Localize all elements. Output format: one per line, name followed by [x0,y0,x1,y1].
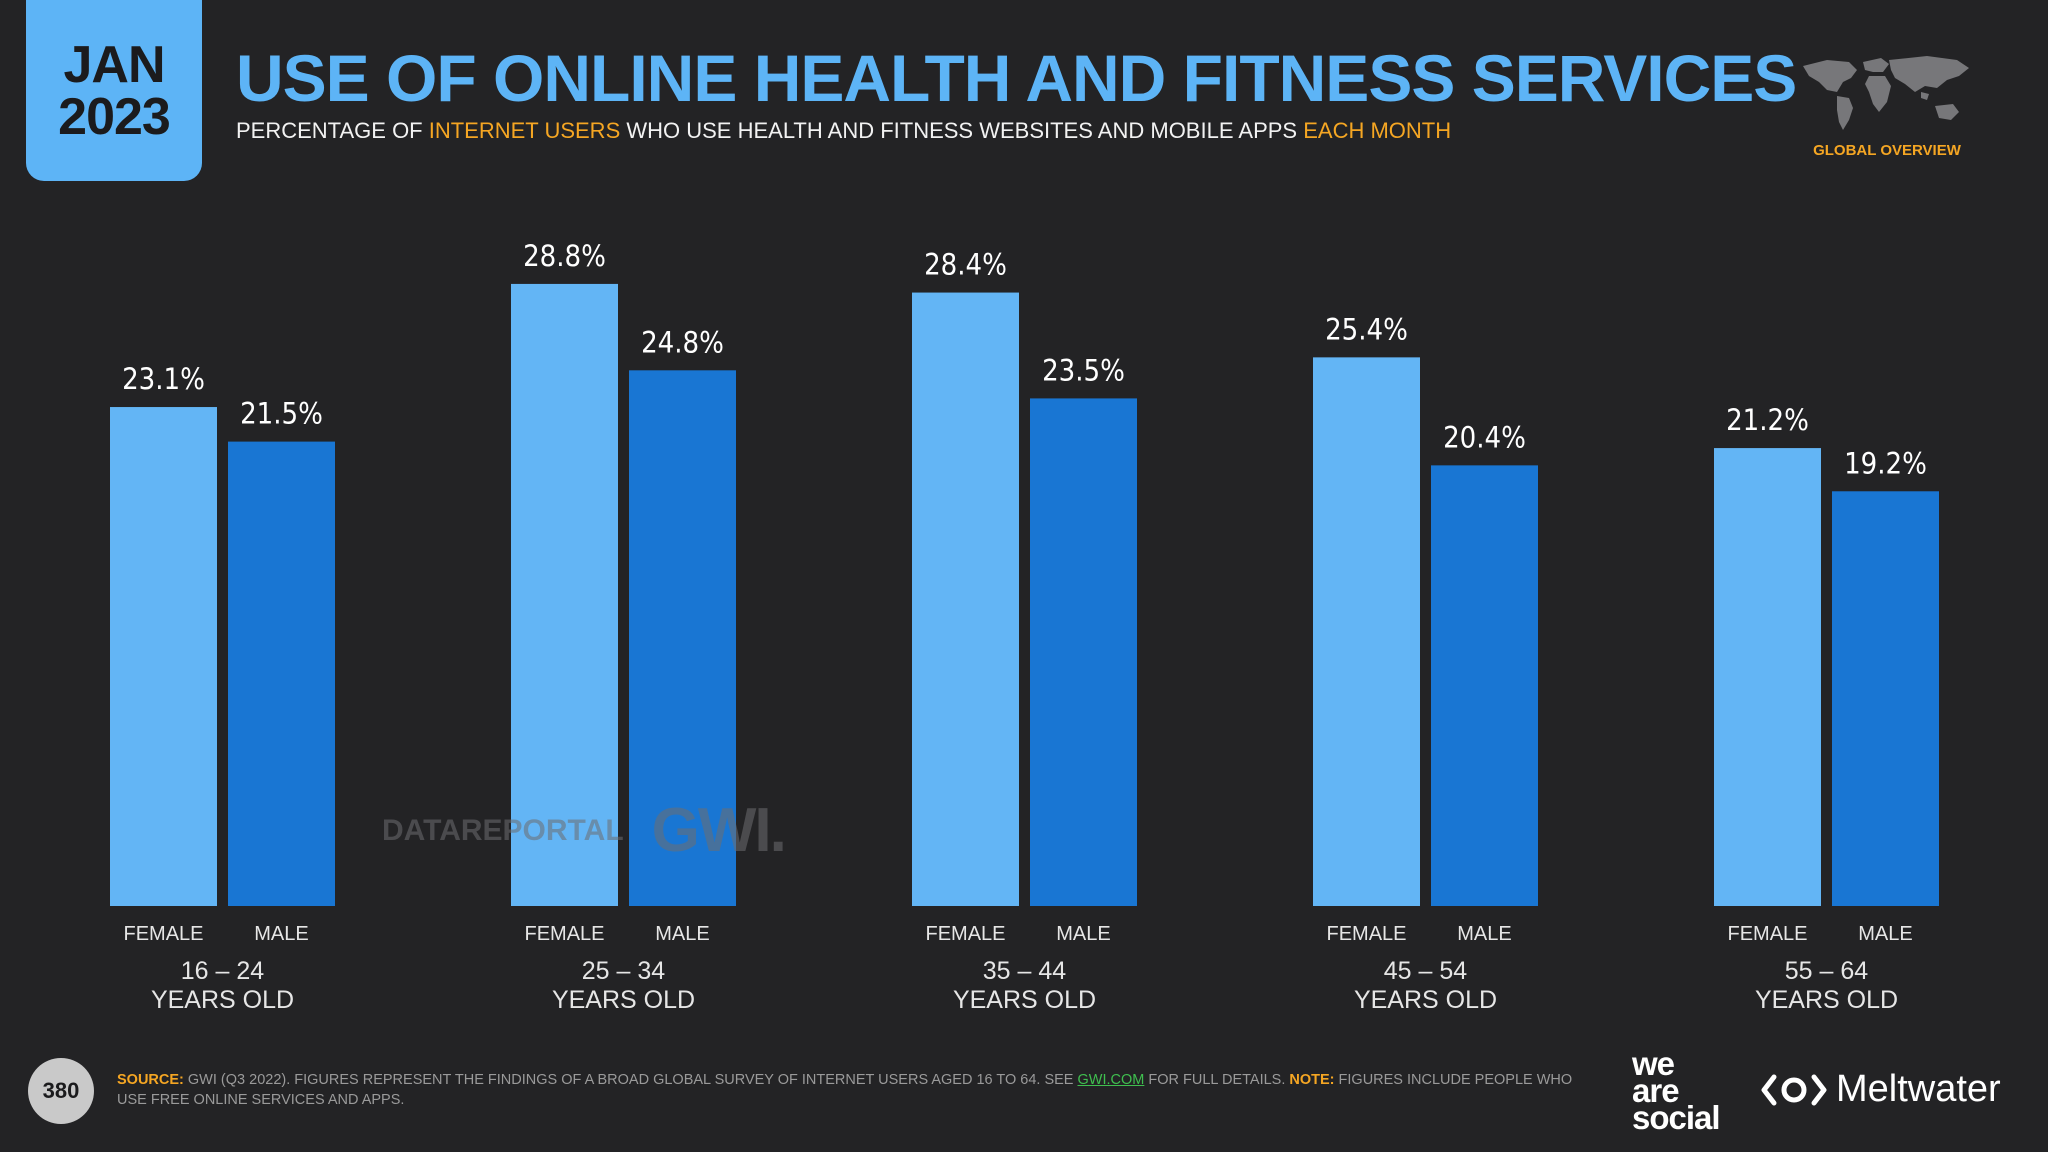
age-suffix-label-3: YEARS OLD [953,986,1096,1014]
region-badge: GLOBAL OVERVIEW [1792,52,1982,159]
date-year: 2023 [58,87,171,146]
source-text-2: FOR FULL DETAILS. [1144,1072,1290,1088]
meltwater-icon [1761,1074,1827,1105]
legend-label-male-3: MALE [1056,923,1110,945]
subtitle-highlight-each-month: EACH MONTH [1303,118,1452,143]
bar-male-4 [1431,465,1538,906]
bar-male-5 [1832,491,1939,906]
bar-value-female-3: 28.4% [924,248,1007,282]
bar-value-female-1: 23.1% [122,362,205,396]
source-link[interactable]: GWI.COM [1077,1072,1145,1088]
age-range-label-5: 55 – 64 [1785,957,1869,985]
we-are-social-logo: we are social [1632,1045,1721,1136]
bar-male-2 [629,370,736,906]
legend-label-male-5: MALE [1858,923,1912,945]
bar-male-1 [228,441,335,906]
bar-value-male-4: 20.4% [1443,420,1526,454]
legend-label-male-1: MALE [254,923,308,945]
date-month: JAN [63,35,165,94]
bar-female-3 [912,292,1019,906]
source-note: SOURCE: GWI (Q3 2022). FIGURES REPRESENT… [117,1070,1587,1110]
bar-value-female-2: 28.8% [523,239,606,273]
age-suffix-label-5: YEARS OLD [1755,986,1898,1014]
legend-label-female-1: FEMALE [123,923,203,945]
watermark-datareportal: DATAREPORTAL [382,813,624,847]
legend-label-female-5: FEMALE [1727,923,1807,945]
page-number: 380 [28,1058,94,1124]
page-title: USE OF ONLINE HEALTH AND FITNESS SERVICE… [236,41,1797,115]
bar-value-male-5: 19.2% [1844,446,1927,480]
bar-value-male-2: 24.8% [641,325,724,359]
bar-female-1 [110,407,217,906]
note-label: NOTE: [1289,1072,1335,1088]
source-text: GWI (Q3 2022). FIGURES REPRESENT THE FIN… [183,1072,1078,1088]
bar-female-2 [511,283,618,906]
source-label: SOURCE: [117,1072,184,1088]
bar-value-female-4: 25.4% [1325,312,1408,346]
meltwater-label: Meltwater [1836,1068,2001,1110]
legend-label-female-4: FEMALE [1326,923,1406,945]
bar-value-female-5: 21.2% [1726,403,1809,437]
we-are-social-line-1: we [1632,1045,1675,1082]
we-are-social-line-3: social [1632,1099,1721,1136]
bar-female-5 [1714,448,1821,906]
legend-label-male-4: MALE [1457,923,1511,945]
region-label: GLOBAL OVERVIEW [1813,142,1961,159]
we-are-social-line-2: are [1632,1072,1680,1109]
age-range-label-1: 16 – 24 [181,957,265,985]
world-map-icon [1803,56,1969,130]
age-suffix-label-2: YEARS OLD [552,986,695,1014]
subtitle-part-c: WHO USE HEALTH AND FITNESS WEBSITES AND … [620,118,1304,143]
legend-label-male-2: MALE [655,923,709,945]
note-text: FIGURES INCLUDE PEOPLE WHO USE FREE ONLI… [117,1072,1573,1108]
bar-female-4 [1313,357,1420,906]
legend-label-female-3: FEMALE [925,923,1005,945]
date-badge: JAN 2023 [26,0,202,181]
bar-value-male-1: 21.5% [240,397,323,431]
watermark-gwi: GWI. [651,796,787,865]
subtitle-highlight-internet-users: INTERNET USERS [428,118,621,143]
age-range-label-3: 35 – 44 [983,957,1067,985]
meltwater-logo: Meltwater [1760,1068,2001,1111]
legend-label-female-2: FEMALE [524,923,604,945]
watermark: DATAREPORTAL GWI. [382,795,787,866]
page-subtitle: PERCENTAGE OF INTERNET USERS WHO USE HEA… [236,118,1451,144]
age-suffix-label-1: YEARS OLD [151,986,294,1014]
bar-value-male-3: 23.5% [1042,353,1125,387]
age-range-label-2: 25 – 34 [582,957,666,985]
age-suffix-label-4: YEARS OLD [1354,986,1497,1014]
age-range-label-4: 45 – 54 [1384,957,1468,985]
subtitle-part-a: PERCENTAGE OF [236,118,429,143]
bar-male-3 [1030,398,1137,906]
